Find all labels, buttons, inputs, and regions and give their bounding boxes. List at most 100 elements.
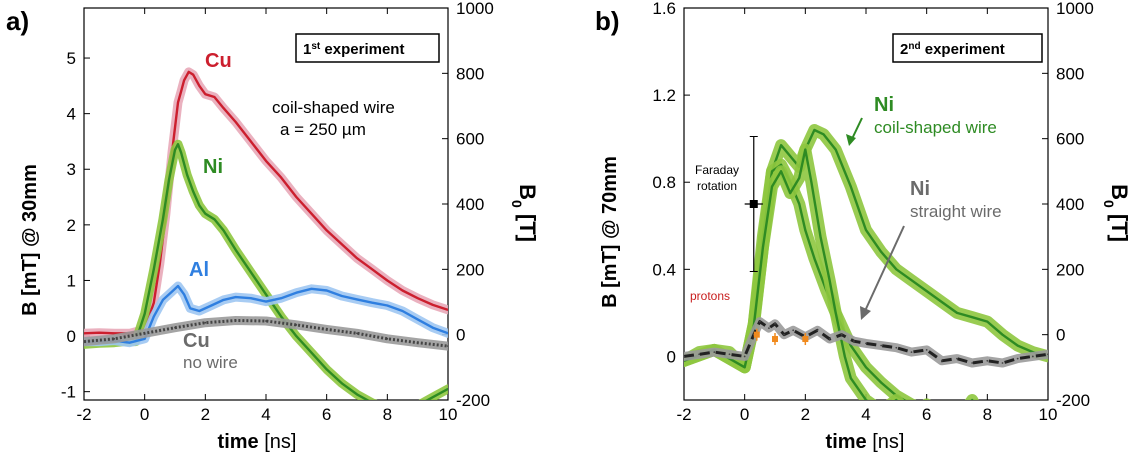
series-ni-coil-shaped-wire-2-point — [971, 417, 973, 419]
series-al-point — [249, 297, 252, 300]
series-ni-straight-wire-point — [840, 333, 843, 336]
annotation-rotation: rotation — [697, 179, 737, 193]
series-ni-coil-shaped-wire-point — [940, 301, 943, 303]
series-ni-point — [177, 143, 179, 146]
series-ni-straight-wire-point — [783, 333, 785, 336]
series-ni-straight-wire-point — [828, 338, 831, 340]
series-ni-point — [371, 402, 373, 404]
panel-a-label: a) — [6, 6, 29, 36]
series-no-wire-point — [174, 326, 176, 329]
faraday-point — [749, 200, 758, 208]
series-ni-point — [234, 248, 237, 251]
series-ni-coil-shaped-wire-point — [956, 311, 958, 314]
series-cu-point — [152, 301, 155, 304]
series-ni-coil-shaped-wire-point — [971, 316, 974, 319]
series-ni-coil-shaped-wire-point — [910, 279, 913, 282]
series-ni-point — [168, 179, 170, 182]
panel-a-ylabel-right: B0 [T] — [509, 184, 540, 242]
series-ni-coil-shaped-wire-point — [880, 251, 883, 253]
series-ni-coil-shaped-wire-point — [822, 133, 825, 136]
x-tick-label: 6 — [922, 405, 931, 424]
x-tick-label: 2 — [201, 405, 210, 424]
series-ni-coil-shaped-wire-point — [986, 320, 989, 323]
series-ni-coil-shaped-wire-3-point — [761, 246, 764, 249]
y-tick-label: 0 — [67, 327, 76, 346]
series-cu-point — [249, 140, 252, 143]
series-ni-straight-wire-point — [792, 329, 795, 332]
series-ni-band — [84, 139, 448, 400]
series-cu-point — [416, 297, 419, 300]
series-ni-straight-wire-point — [743, 355, 746, 358]
x-tick-label: 8 — [983, 405, 992, 424]
series-ni-coil-shaped-wire-3-point — [956, 421, 958, 423]
series-al-point — [198, 310, 201, 312]
series-cu-point — [280, 176, 283, 179]
arrow-ni-straight-head — [860, 306, 871, 320]
x-tick-label: 10 — [439, 405, 458, 424]
series-ni-coil-shaped-wire-3-point — [789, 192, 792, 195]
series-al-point — [310, 287, 313, 290]
y-right-tick-label: 400 — [1056, 195, 1084, 214]
series-ni-straight-wire-point — [956, 357, 958, 360]
series-ni-straight-wire-point — [852, 340, 855, 343]
series-ni-coil-shaped-wire-point — [865, 229, 867, 232]
series-ni-straight-wire-point — [925, 349, 928, 351]
series-ni-straight-wire-point — [684, 355, 685, 358]
series-ni-coil-shaped-wire-point — [925, 290, 928, 293]
annotation-faraday: Faraday — [695, 163, 739, 177]
series-ni-coil-shaped-wire-2-point — [956, 414, 958, 416]
series-ni-coil-shaped-wire-3-point — [880, 410, 882, 412]
series-cu-point — [222, 107, 225, 109]
series-al-point — [386, 304, 389, 307]
series-al-point — [280, 297, 283, 300]
x-tick-label: 4 — [261, 405, 270, 424]
x-tick-label: 10 — [1039, 405, 1058, 424]
y-tick-label: 2 — [67, 216, 76, 235]
series-no-wire-point — [416, 341, 419, 344]
svg-text:2nd experiment: 2nd experiment — [900, 41, 1005, 59]
series-cu-point — [265, 160, 267, 162]
y-right-tick-label: 1000 — [456, 0, 494, 18]
y-right-tick-label: 0 — [1056, 326, 1065, 345]
series-cu-point — [295, 196, 298, 198]
panel-b-label: b) — [595, 6, 620, 36]
series-ni-point — [180, 151, 182, 154]
series-ni-coil-shaped-wire-2-point — [813, 257, 816, 260]
y-tick-label: 1 — [67, 271, 76, 290]
series-ni-coil-shaped-wire-2-point — [804, 229, 807, 232]
series-ni-coil-shaped-wire-3-point — [804, 148, 807, 151]
series-cu-point — [447, 309, 448, 311]
series-al-point — [234, 296, 237, 299]
annotation-al: Al — [189, 259, 209, 281]
series-ni-straight-wire-point — [865, 342, 867, 345]
y-right-tick-label: 600 — [1056, 130, 1084, 149]
series-al-point — [143, 337, 146, 340]
series-ni-coil-shaped-wire-point — [789, 155, 792, 157]
series-ni-straight-wire-point — [880, 344, 883, 347]
series-cu-point — [177, 101, 179, 104]
series-ni-straight-wire-point — [986, 359, 989, 362]
series-ni-point — [310, 351, 313, 354]
series-cu-point — [84, 332, 85, 335]
y-right-tick-label: 400 — [456, 195, 484, 214]
series-no-wire-point — [295, 324, 298, 326]
series-al-point — [447, 332, 448, 335]
series-al-point — [401, 310, 404, 312]
annotation-ni: Ni — [203, 156, 223, 178]
series-ni-straight-wire-point — [895, 346, 898, 349]
series-ni-coil-shaped-wire-2-point — [880, 381, 883, 384]
y-right-tick-label: 0 — [456, 326, 465, 345]
series-al-point — [152, 315, 155, 318]
series-ni-coil-shaped-wire-3-point — [971, 399, 974, 400]
series-ni-coil-shaped-wire-3-point — [1017, 443, 1019, 445]
series-al-point — [183, 293, 186, 296]
series-no-wire-point — [325, 328, 328, 331]
panel-a-ylabel-left: B [mT] @ 30mm — [19, 164, 41, 316]
series-al-point — [295, 291, 298, 294]
series-ni-straight-wire-point — [713, 351, 716, 353]
series-ni-point — [213, 218, 216, 221]
y-tick-label: 0 — [667, 347, 676, 366]
panel-a: a) -2 0 2 4 6 8 10 -1 0 1 2 3 4 5 -200 0 200 400 600 800 100… — [6, 0, 540, 453]
y-right-tick-label: 200 — [1056, 260, 1084, 279]
series-cu-point — [431, 304, 434, 306]
